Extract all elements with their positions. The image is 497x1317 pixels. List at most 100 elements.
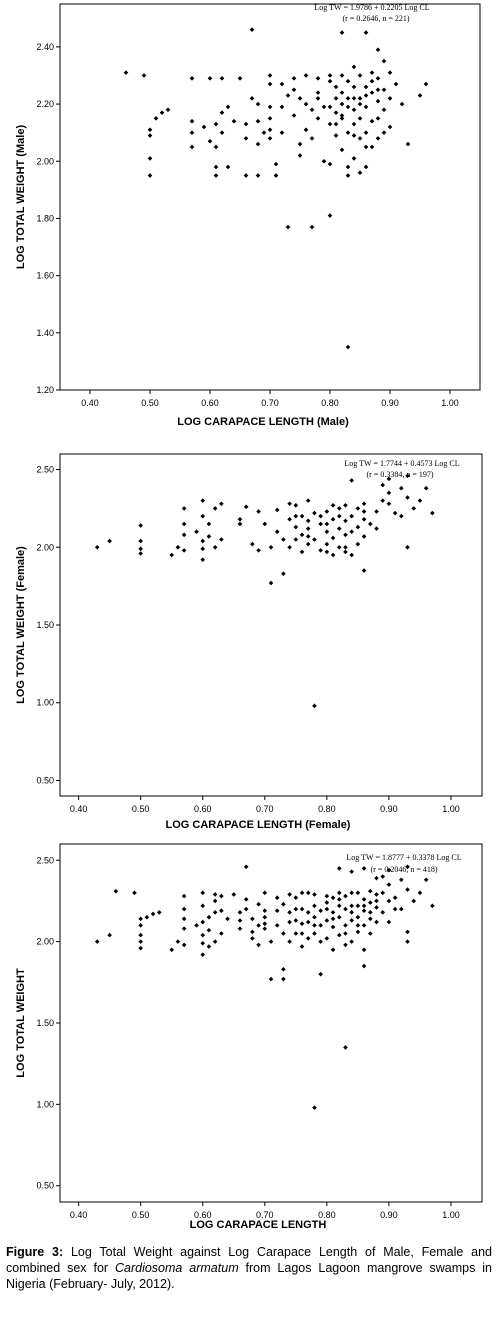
data-point: [345, 130, 351, 135]
data-point: [336, 544, 342, 550]
data-point: [349, 513, 354, 519]
x-tick-label: 1.00: [442, 1210, 460, 1220]
data-point: [361, 947, 367, 953]
data-point: [318, 513, 323, 519]
chart-female: 0.40 0.50 0.60 0.70 0.80 0.90 1.00 0.50 1.00 1.50…: [15, 453, 483, 831]
data-point: [343, 518, 348, 524]
data-point: [375, 116, 381, 121]
data-point: [357, 116, 363, 121]
data-point: [387, 70, 393, 75]
data-point: [243, 173, 249, 178]
x-tick-label: 0.80: [321, 398, 339, 408]
data-point: [380, 498, 386, 503]
data-point: [312, 931, 317, 936]
x-tick-label: 0.70: [261, 398, 279, 408]
x-axis-label: LOG CARAPACE LENGTH (Female): [166, 819, 351, 831]
data-point: [305, 534, 311, 539]
data-point: [380, 910, 386, 915]
data-point: [327, 161, 333, 167]
data-point: [212, 892, 218, 897]
data-point: [309, 107, 315, 113]
data-point: [225, 916, 230, 922]
data-point: [386, 882, 392, 887]
data-point: [267, 136, 273, 141]
data-point: [213, 164, 219, 170]
data-point: [181, 521, 187, 527]
data-point: [231, 892, 237, 897]
regression-stats: (r = 0.3384, n = 197): [366, 470, 433, 479]
data-point: [305, 919, 311, 925]
data-point: [299, 921, 305, 927]
data-point: [417, 93, 423, 98]
data-point: [256, 509, 261, 514]
data-point: [363, 144, 369, 150]
data-point: [219, 537, 224, 542]
data-point: [189, 118, 195, 124]
data-point: [375, 47, 381, 53]
data-point: [355, 903, 361, 909]
data-point: [293, 503, 299, 508]
data-point: [256, 548, 261, 553]
data-point: [113, 888, 119, 894]
data-point: [345, 104, 351, 110]
data-point: [200, 919, 206, 925]
data-point: [267, 116, 273, 121]
data-point: [212, 898, 218, 904]
data-point: [299, 513, 305, 519]
data-point: [293, 906, 299, 912]
x-tick-label: 0.60: [194, 1210, 212, 1220]
data-point: [343, 893, 348, 899]
data-point: [380, 890, 386, 896]
data-point: [250, 936, 255, 941]
data-point: [293, 513, 299, 519]
data-point: [363, 104, 369, 110]
data-point: [392, 895, 398, 900]
data-point: [339, 30, 345, 35]
data-point: [243, 121, 249, 127]
data-point: [349, 869, 354, 874]
x-tick-label: 0.70: [256, 1210, 274, 1220]
data-point: [291, 113, 297, 118]
data-point: [327, 73, 333, 78]
data-point: [181, 916, 187, 922]
data-point: [336, 932, 342, 938]
data-point: [361, 866, 367, 871]
data-point: [367, 916, 373, 922]
data-point: [349, 478, 354, 483]
data-point: [327, 78, 333, 84]
data-point: [293, 931, 299, 936]
data-point: [231, 118, 237, 124]
data-point: [200, 952, 206, 957]
data-point: [423, 485, 429, 491]
data-point: [361, 534, 367, 539]
data-point: [386, 476, 392, 482]
data-point: [309, 224, 315, 230]
data-point: [343, 931, 348, 936]
data-point: [363, 84, 369, 90]
data-point: [361, 903, 367, 909]
data-point: [255, 118, 261, 124]
data-point: [200, 538, 206, 544]
data-point: [175, 939, 181, 944]
data-point: [315, 76, 321, 81]
data-point: [374, 905, 379, 910]
data-point: [318, 548, 323, 553]
data-point: [399, 906, 404, 912]
data-point: [387, 96, 393, 101]
data-point: [200, 903, 206, 909]
data-point: [212, 506, 218, 511]
data-point: [175, 544, 181, 550]
data-point: [262, 921, 268, 927]
data-point: [141, 73, 147, 78]
data-point: [351, 64, 357, 70]
x-tick-label: 0.90: [380, 804, 398, 814]
data-point: [357, 170, 363, 175]
data-point: [355, 890, 361, 896]
data-point: [299, 944, 305, 949]
data-point: [281, 967, 286, 972]
data-point: [207, 138, 213, 144]
data-point: [287, 919, 292, 925]
data-point: [138, 551, 143, 556]
x-tick-label: 0.40: [70, 804, 88, 814]
x-tick-label: 0.50: [132, 804, 150, 814]
